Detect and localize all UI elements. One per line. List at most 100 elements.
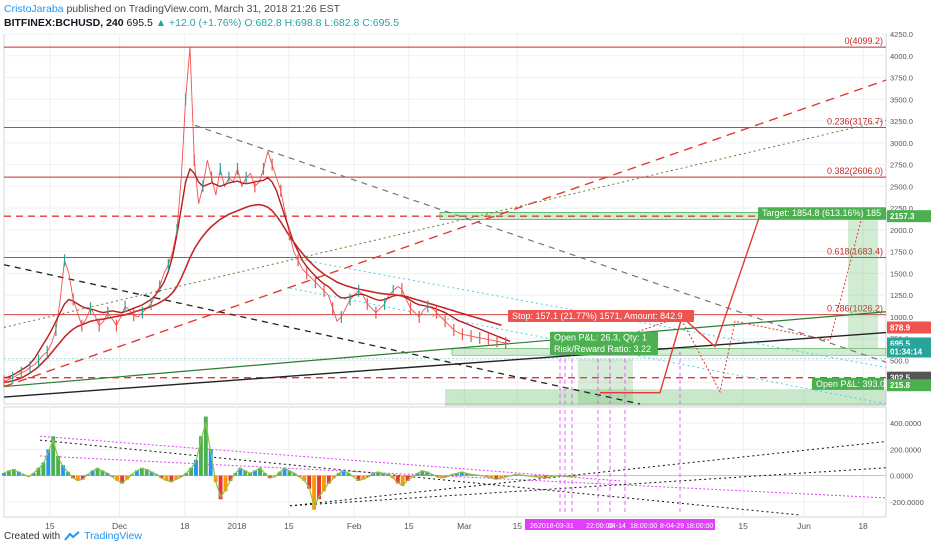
date-label: 18:00:00 <box>686 523 713 530</box>
author-link[interactable]: CristoJaraba <box>4 3 64 15</box>
osc-bar <box>322 475 326 492</box>
position-profit-zone <box>848 216 878 349</box>
y-tick-label: 3500.0 <box>890 95 913 104</box>
osc-bar <box>218 475 223 500</box>
osc-bar <box>46 449 51 476</box>
stop-label-bg <box>508 309 694 322</box>
price-tag-bg <box>887 210 931 223</box>
symbol-name: BITFINEX:BCHUSD, 240 <box>4 17 124 29</box>
created-with-label: Created with <box>4 530 61 542</box>
cyan-channel-lower <box>289 287 887 405</box>
y-tick-label: 1000.0 <box>890 313 913 322</box>
osc-bar <box>36 467 41 476</box>
osc-bar <box>405 475 410 481</box>
symbol-line: BITFINEX:BCHUSD, 240 695.5 ▲ +12.0 (+1.7… <box>4 17 399 30</box>
osc-bar <box>499 475 504 479</box>
price-tag: 302.5 <box>890 374 911 383</box>
osc-bar <box>287 470 292 476</box>
fib-level-label: 0.236(3176.7) <box>827 116 883 126</box>
osc-bar <box>31 473 36 476</box>
date-label: 8-04-29 <box>660 523 684 530</box>
price-tag-bg <box>887 321 931 334</box>
open-pnl-label-2-group: Open P&L: 393.0 <box>812 377 885 390</box>
osc-bar <box>390 475 395 479</box>
osc-bar <box>90 470 95 476</box>
price-tag: 878.9 <box>890 323 911 332</box>
osc-bar <box>543 475 548 479</box>
x-tick-label: Dec <box>112 521 128 531</box>
y-tick-label: 2250.0 <box>890 204 913 213</box>
osc-bar <box>400 475 405 487</box>
target-label: Target: 1854.8 (613.16%) 185 <box>762 208 881 218</box>
x-tick-label: 18 <box>180 521 190 531</box>
date-label: 22:00:00 <box>586 523 613 530</box>
moving-average-fast <box>3 167 511 379</box>
osc-bar <box>361 475 366 480</box>
osc-bar <box>149 471 154 476</box>
osc-bar <box>307 475 312 489</box>
osc-bar <box>95 467 100 476</box>
cyan-channel-upper <box>289 257 887 368</box>
y-tick-label: 1250.0 <box>890 291 913 300</box>
osc-bar <box>105 473 110 476</box>
x-tick-label: Mar <box>457 521 472 531</box>
osc-bar <box>174 475 179 480</box>
osc-bar <box>56 455 61 476</box>
x-tick-label: Jun <box>797 521 811 531</box>
stop-label-group: Stop: 157.1 (21.77%) 1571, Amount: 842.9 <box>508 309 694 322</box>
fib-level-label: 0.786(1026.2) <box>827 304 883 314</box>
risk-zone <box>578 358 633 404</box>
support-trendline <box>3 331 887 398</box>
target-label-group: Target: 1854.8 (613.16%) 185 <box>758 207 886 220</box>
falling-trend-black-dashed <box>3 264 641 405</box>
fib-level-label: 0.382(2606.0) <box>827 166 883 176</box>
osc-bar <box>238 467 243 476</box>
open-pnl-label: Open P&L: 26.3, Qty: 1 <box>554 333 647 343</box>
osc-bar <box>277 471 282 476</box>
price-tag: 01:34:14 <box>890 348 923 357</box>
y-tick-label: 4250.0 <box>890 30 913 39</box>
osc-bar <box>134 470 139 476</box>
target-label-bg <box>758 207 886 220</box>
osc-bar <box>208 449 213 476</box>
x-tick-label: Feb <box>347 521 362 531</box>
entry-zone <box>451 347 887 356</box>
osc-bar <box>41 462 46 476</box>
tradingview-brand[interactable]: TradingView <box>84 530 142 542</box>
osc-bar <box>51 436 56 476</box>
osc-bar <box>75 475 80 481</box>
osc-bar <box>70 475 75 479</box>
last-price: 695.5 <box>126 17 153 29</box>
osc-bar <box>164 475 169 481</box>
osc-bar <box>282 467 287 476</box>
osc-trend-falling <box>39 439 801 516</box>
osc-bar <box>6 470 11 476</box>
osc-bar <box>381 473 385 476</box>
open-pnl-label-bg <box>550 331 658 344</box>
osc-bar <box>253 470 257 476</box>
x-tick-label: 15 <box>284 521 294 531</box>
osc-bar <box>440 475 445 479</box>
price-tag: 695.5 <box>890 339 911 348</box>
osc-y-tick-label: -200.0000 <box>890 498 924 507</box>
osc-bar <box>312 475 317 510</box>
y-tick-label: 3750.0 <box>890 74 913 83</box>
falling-trend-dashed <box>194 124 887 363</box>
osc-bar <box>115 475 120 481</box>
osc-bar <box>159 475 164 479</box>
date-label: 18:00:00 <box>630 523 657 530</box>
osc-bar <box>356 475 361 481</box>
osc-y-tick-label: 400.0000 <box>890 419 921 428</box>
risk-reward-label-bg <box>550 343 658 356</box>
osc-bar <box>267 475 272 479</box>
osc-bar <box>243 470 248 476</box>
publish-line: CristoJaraba published on TradingView.co… <box>4 3 340 16</box>
osc-bar <box>139 467 144 476</box>
osc-bar <box>169 475 174 483</box>
price-tag: 215.8 <box>890 381 911 390</box>
osc-bar <box>120 475 125 484</box>
y-tick-label: 1500.0 <box>890 269 913 278</box>
osc-bar <box>66 471 70 476</box>
oscillator-pane <box>3 406 887 518</box>
